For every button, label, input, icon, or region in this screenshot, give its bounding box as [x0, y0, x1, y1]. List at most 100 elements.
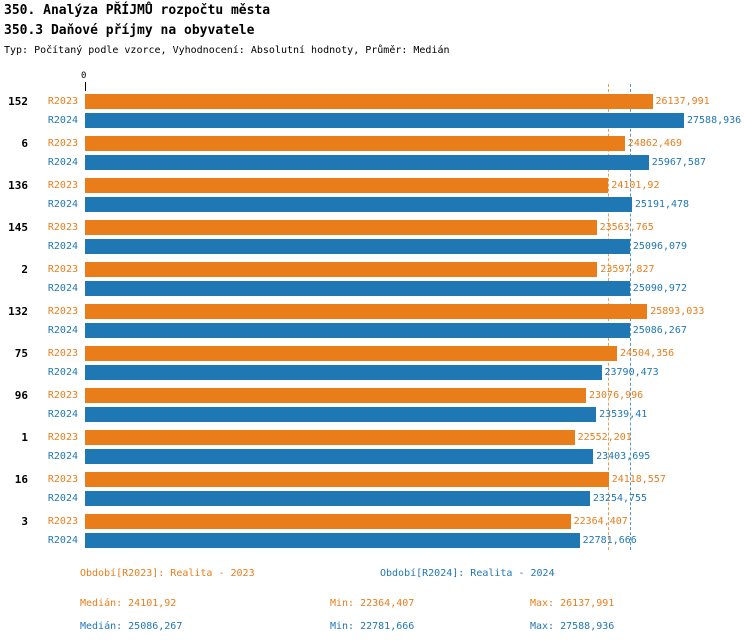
- bar-row: R2024 23254,755: [0, 489, 750, 508]
- series-label: R2024: [47, 367, 78, 378]
- bar-r2023-1: [85, 430, 575, 445]
- value-label: 25893,033: [650, 306, 705, 317]
- bar-group-2: 2 R2023 23597,827 R2024 25090,972: [0, 260, 750, 298]
- series-label: R2024: [47, 409, 78, 420]
- series-label: R2023: [47, 474, 78, 485]
- bar-row: 2 R2023 23597,827: [0, 260, 750, 279]
- legend-r2023: Období[R2023]: Realita - 2023: [80, 568, 255, 579]
- bar-r2023-2: [85, 262, 598, 277]
- bar-r2023-6: [85, 136, 625, 151]
- bar-r2023-145: [85, 220, 597, 235]
- series-label: R2024: [47, 199, 78, 210]
- category-label: 3: [21, 515, 28, 528]
- stat-max-r2024: Max: 27588,936: [530, 621, 615, 632]
- bar-row: 3 R2023 22364,407: [0, 512, 750, 531]
- bar-row: 96 R2023 23076,996: [0, 386, 750, 405]
- bar-row: R2024 25086,267: [0, 321, 750, 340]
- bar-r2023-136: [85, 178, 609, 193]
- series-label: R2024: [47, 241, 78, 252]
- chart-subtitle: Typ: Počítaný podle vzorce, Vyhodnocení:…: [4, 45, 450, 56]
- bar-r2024-6: [85, 155, 649, 170]
- series-label: R2024: [47, 283, 78, 294]
- chart-title-line2: 350.3 Daňové příjmy na obyvatele: [4, 23, 255, 38]
- value-label: 22552,201: [577, 432, 632, 443]
- value-label: 24101,92: [611, 180, 660, 191]
- axis-zero-label: 0: [81, 71, 87, 81]
- stat-median-r2024: Medián: 25086,267: [80, 621, 183, 632]
- value-label: 24504,356: [620, 348, 675, 359]
- series-label: R2024: [47, 451, 78, 462]
- value-label: 22781,666: [582, 535, 637, 546]
- bar-r2024-132: [85, 323, 630, 338]
- category-label: 75: [14, 347, 28, 360]
- bar-row: R2024 25967,587: [0, 153, 750, 172]
- series-label: R2023: [47, 306, 78, 317]
- axis-zero-tick: [85, 82, 86, 91]
- bar-group-1: 1 R2023 22552,201 R2024 23403,695: [0, 428, 750, 466]
- series-label: R2023: [47, 432, 78, 443]
- bar-r2024-2: [85, 281, 630, 296]
- series-label: R2024: [47, 115, 78, 126]
- value-label: 25191,478: [634, 199, 690, 210]
- series-label: R2023: [47, 180, 78, 191]
- bar-group-152: 152 R2023 26137,991 R2024 27588,936: [0, 92, 750, 130]
- bar-r2024-16: [85, 491, 590, 506]
- value-label: 24118,557: [611, 474, 666, 485]
- value-label: 24862,469: [627, 138, 682, 149]
- value-label: 23254,755: [592, 493, 648, 504]
- bar-r2024-136: [85, 197, 632, 212]
- bar-r2023-96: [85, 388, 586, 403]
- bar-row: 16 R2023 24118,557: [0, 470, 750, 489]
- stat-min-r2023: Min: 22364,407: [330, 598, 415, 609]
- bar-group-145: 145 R2023 23563,765 R2024 25096,079: [0, 218, 750, 256]
- bar-row: 136 R2023 24101,92: [0, 176, 750, 195]
- series-label: R2024: [47, 493, 78, 504]
- series-label: R2023: [47, 348, 78, 359]
- category-label: 136: [8, 179, 28, 192]
- bar-r2024-75: [85, 365, 602, 380]
- category-label: 2: [21, 263, 28, 276]
- category-label: 16: [14, 473, 28, 486]
- category-label: 152: [8, 95, 28, 108]
- category-label: 1: [21, 431, 28, 444]
- bar-r2023-16: [85, 472, 609, 487]
- bar-row: 132 R2023 25893,033: [0, 302, 750, 321]
- series-label: R2023: [47, 264, 78, 275]
- category-label: 6: [21, 137, 28, 150]
- bar-group-6: 6 R2023 24862,469 R2024 25967,587: [0, 134, 750, 172]
- value-label: 23076,996: [589, 390, 644, 401]
- category-label: 132: [8, 305, 28, 318]
- series-label: R2023: [47, 516, 78, 527]
- series-label: R2023: [47, 222, 78, 233]
- value-label: 23403,695: [596, 451, 651, 462]
- bar-r2024-96: [85, 407, 597, 422]
- bar-row: R2024 25191,478: [0, 195, 750, 214]
- bar-row: 6 R2023 24862,469: [0, 134, 750, 153]
- bar-group-3: 3 R2023 22364,407 R2024 22781,666: [0, 512, 750, 550]
- bar-row: R2024 23790,473: [0, 363, 750, 382]
- bar-group-16: 16 R2023 24118,557 R2024 23254,755: [0, 470, 750, 508]
- stat-min-r2024: Min: 22781,666: [330, 621, 415, 632]
- bar-group-75: 75 R2023 24504,356 R2024 23790,473: [0, 344, 750, 382]
- bar-r2024-3: [85, 533, 580, 548]
- value-label: 27588,936: [687, 115, 742, 126]
- value-label: 23563,765: [599, 222, 654, 233]
- stat-max-r2023: Max: 26137,991: [530, 598, 615, 609]
- bar-row: R2024 25096,079: [0, 237, 750, 256]
- bar-r2024-1: [85, 449, 594, 464]
- category-label: 145: [8, 221, 28, 234]
- bar-r2024-152: [85, 113, 684, 128]
- bar-groups: 152 R2023 26137,991 R2024 27588,936 6 R2023 248…: [0, 92, 750, 554]
- bar-r2023-3: [85, 514, 571, 529]
- bar-row: R2024 22781,666: [0, 531, 750, 550]
- bar-row: 152 R2023 26137,991: [0, 92, 750, 111]
- value-label: 25967,587: [651, 157, 706, 168]
- bar-row: R2024 27588,936: [0, 111, 750, 130]
- legend-r2024: Období[R2024]: Realita - 2024: [380, 568, 555, 579]
- value-label: 26137,991: [655, 96, 710, 107]
- bar-row: 1 R2023 22552,201: [0, 428, 750, 447]
- bar-row: 145 R2023 23563,765: [0, 218, 750, 237]
- bar-r2024-145: [85, 239, 630, 254]
- bar-row: 75 R2023 24504,356: [0, 344, 750, 363]
